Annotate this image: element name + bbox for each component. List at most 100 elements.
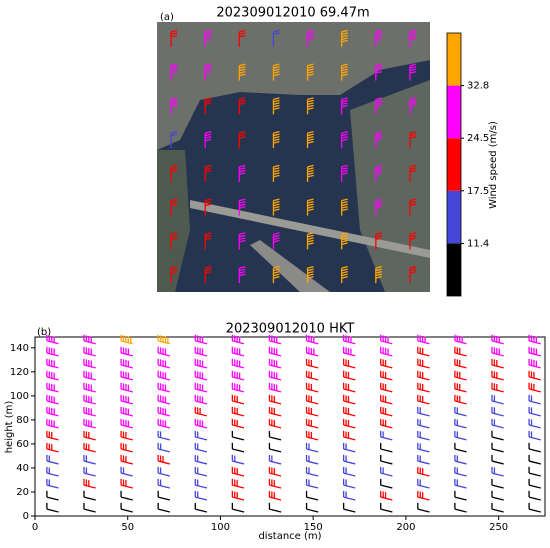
wind-barb [409,164,417,182]
wind-barb [305,478,319,489]
wind-barb [83,430,96,441]
wind-barb [417,406,430,417]
y-tick-label: 40 [16,463,29,474]
wind-barb [306,198,314,216]
wind-barb [380,358,393,369]
wind-barb [454,442,467,453]
wind-barb [342,490,356,501]
wind-barb [231,502,245,513]
wind-barb [342,346,356,357]
wind-barb [194,406,208,417]
wind-barb [454,346,467,357]
wind-barb [120,478,133,489]
wind-barb [46,370,59,381]
wind-barb [157,418,170,429]
wind-barb [306,164,314,182]
wind-barb [157,490,170,501]
wind-barb [268,502,282,513]
wind-barb [491,478,504,489]
wind-barb [83,370,96,381]
wind-barb [375,29,382,47]
wind-barb [409,130,417,149]
wind-barb [380,454,393,465]
wind-barb [491,358,504,369]
wind-barb [342,382,356,393]
wind-barb [157,370,170,381]
x-tick-label: 150 [304,522,323,533]
wind-barb [272,265,280,284]
chart-title: 202309012010 HKT [226,322,355,337]
wind-barb [268,346,282,357]
wind-barb [231,430,245,441]
colorbar-frame [446,32,462,297]
wind-barb [380,430,393,441]
panel-label: (a) [160,12,174,23]
wind-barb [528,442,541,453]
wind-barb [380,466,393,477]
x-tick-label: 100 [211,522,230,533]
y-axis-label: height (m) [4,401,15,454]
wind-barb [417,346,430,357]
wind-barb [305,454,319,465]
wind-barb [272,130,280,149]
wind-barb [491,334,504,345]
wind-barb [491,418,504,429]
wind-barb [528,418,541,429]
wind-barb [120,382,133,393]
wind-barb [528,502,541,513]
wind-barb [268,394,282,405]
wind-barb [342,334,356,345]
wind-barb [491,466,504,477]
wind-barb [454,454,467,465]
wind-barb [528,370,541,381]
wind-barb [120,442,133,453]
wind-barb [170,130,178,149]
wind-barb [157,394,170,405]
x-tick-label: 0 [32,522,38,533]
wind-barb [231,478,245,489]
wind-barb [272,164,280,182]
wind-barb [238,29,246,47]
wind-barb [157,502,170,513]
wind-barb [46,442,59,453]
wind-barb [194,478,208,489]
wind-barb [194,334,208,345]
wind-barb [120,490,133,501]
wind-barb [341,97,348,115]
wind-barb [194,466,208,477]
wind-barb [272,97,280,115]
wind-barb [83,358,96,369]
wind-barb [204,198,212,216]
wind-barb [83,478,96,489]
wind-barb [342,454,356,465]
wind-barb [380,382,393,393]
wind-barb [528,394,541,405]
wind-barb [120,406,133,417]
wind-barb [417,370,430,381]
wind-barb [528,382,541,393]
wind-barb [417,358,430,369]
wind-barb [305,382,319,393]
wind-barb [305,358,319,369]
wind-barb [341,29,348,47]
panel-label: (b) [37,327,51,338]
wind-barb [238,63,246,81]
wind-barb [491,430,504,441]
wind-barb [454,430,467,441]
wind-barb [268,334,282,345]
wind-barb [306,265,314,284]
plot-frame [34,336,546,517]
wind-barb [454,370,467,381]
wind-barb [491,490,504,501]
wind-barb [380,478,393,489]
wind-barb [417,442,430,453]
wind-barb [417,418,430,429]
wind-barb [231,406,245,417]
wind-barb [120,394,133,405]
wind-barb [194,502,208,513]
wind-barb [342,406,356,417]
colorbar-label: Wind speed (m/s) [488,121,499,209]
wind-barb [417,466,430,477]
wind-barb [157,454,170,465]
